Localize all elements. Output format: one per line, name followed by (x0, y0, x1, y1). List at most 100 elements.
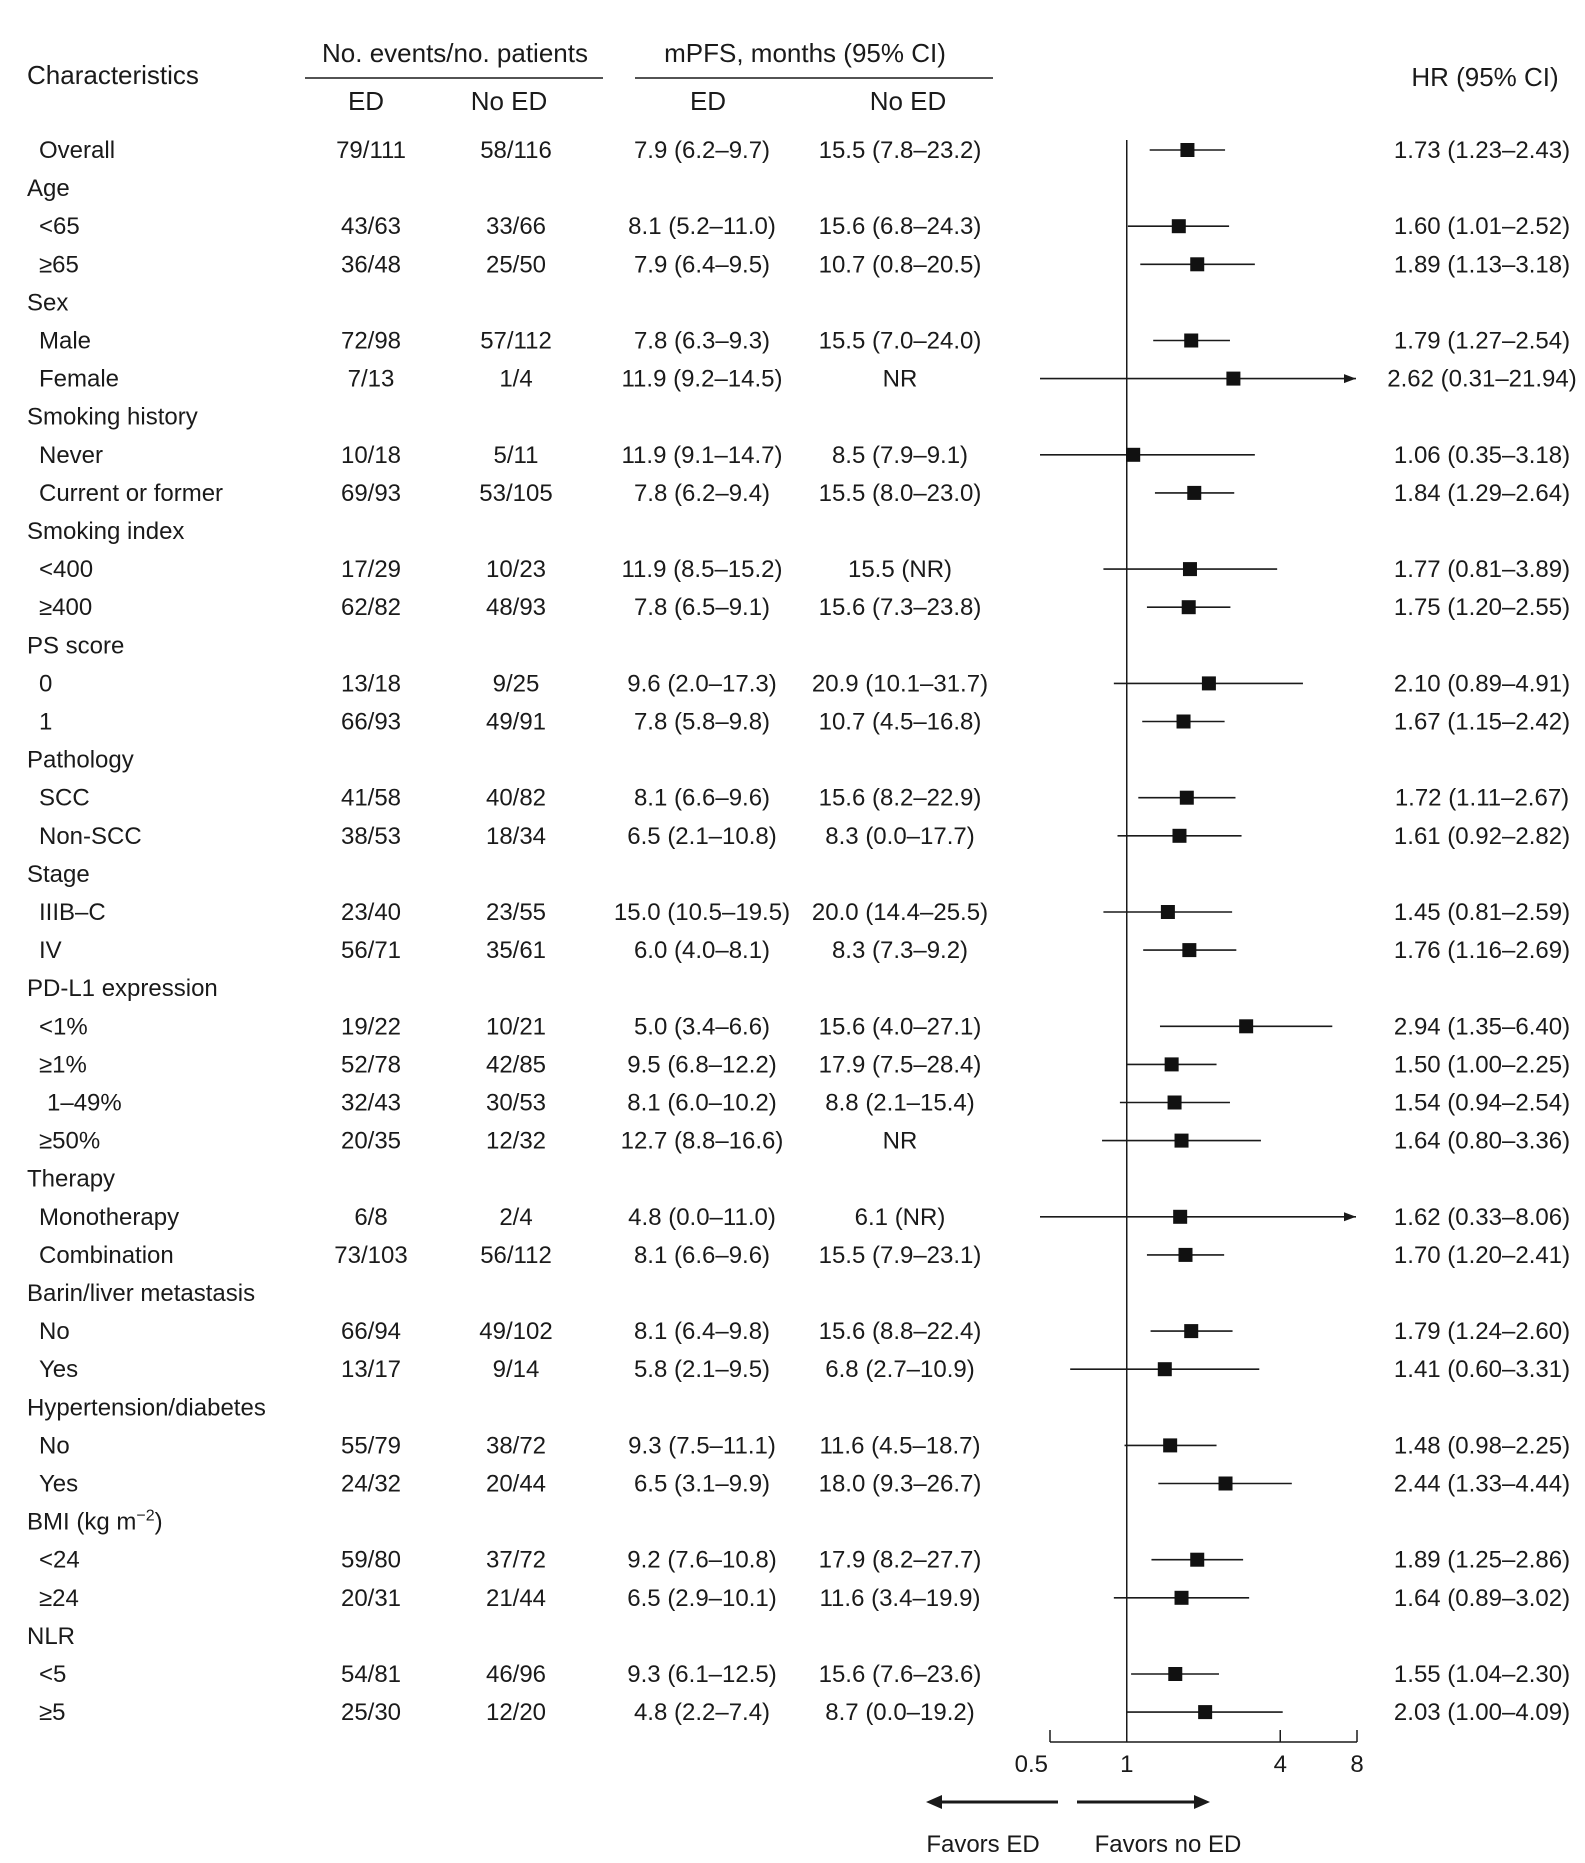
events-ed: 6/8 (354, 1204, 387, 1231)
section-header: PS score (27, 632, 124, 659)
mpfs-no-ed: 10.7 (0.8–20.5) (819, 251, 982, 278)
x-tick-label: 8 (1350, 1751, 1363, 1778)
table-row: ≥1% 52/78 42/85 9.5 (6.8–12.2) 17.9 (7.5–28.… (39, 1051, 1570, 1078)
mpfs-ed: 8.1 (6.6–9.6) (634, 1242, 770, 1269)
x-tick-label: 4 (1274, 1751, 1287, 1778)
hr-point (1179, 790, 1194, 805)
x-tick-label: 1 (1120, 1751, 1133, 1778)
events-no-ed: 35/61 (486, 937, 546, 964)
hr-ci: 1.50 (1.00–2.25) (1394, 1051, 1570, 1078)
hr-point (1168, 1667, 1183, 1681)
row-label: 1 (39, 709, 52, 736)
mpfs-ed: 7.8 (6.2–9.4) (634, 480, 770, 507)
hr-point (1226, 371, 1241, 386)
table-row: No 55/79 38/72 9.3 (7.5–11.1) 11.6 (4.5–18.7… (39, 1432, 1570, 1459)
hr-point (1176, 714, 1191, 729)
mpfs-ed: 8.1 (6.4–9.8) (634, 1318, 770, 1345)
hr-point (1181, 600, 1196, 615)
events-ed: 62/82 (341, 594, 401, 621)
events-ed: 66/94 (341, 1318, 401, 1345)
section-label-text: BMI (kg m (27, 1509, 136, 1536)
row-label: 0 (39, 670, 52, 697)
header-mpfs-ed: ED (690, 86, 726, 116)
row-label: Monotherapy (39, 1204, 179, 1231)
mpfs-no-ed: 15.6 (7.6–23.6) (819, 1661, 982, 1688)
hr-point (1157, 1362, 1172, 1377)
section-label: Smoking history (27, 404, 198, 431)
header-events-no-ed: No ED (471, 86, 548, 116)
hr-point (1178, 1247, 1193, 1262)
row-label: <1% (39, 1013, 88, 1040)
events-ed: 41/58 (341, 785, 401, 812)
events-no-ed: 58/116 (480, 137, 552, 164)
mpfs-no-ed: 11.6 (4.5–18.7) (819, 1432, 980, 1459)
hr-point (1167, 1095, 1182, 1110)
section-header: PD-L1 expression (27, 975, 218, 1002)
mpfs-no-ed: 20.0 (14.4–25.5) (812, 899, 988, 926)
events-ed: 59/80 (341, 1547, 401, 1574)
events-no-ed: 33/66 (486, 213, 546, 240)
section-header: Stage (27, 861, 90, 888)
events-no-ed: 23/55 (486, 899, 546, 926)
favors-ed-arrowhead (926, 1795, 942, 1809)
events-no-ed: 53/105 (479, 480, 552, 507)
ci-arrow (1344, 1212, 1356, 1222)
mpfs-no-ed: 10.7 (4.5–16.8) (819, 709, 982, 736)
mpfs-ed: 6.5 (2.9–10.1) (627, 1585, 776, 1612)
hr-ci: 1.67 (1.15–2.42) (1394, 709, 1570, 736)
events-ed: 73/103 (334, 1242, 407, 1269)
hr-point (1187, 485, 1202, 500)
section-label: Pathology (27, 747, 134, 774)
row-label: Overall (39, 137, 115, 164)
table-row: Yes 24/32 20/44 6.5 (3.1–9.9) 18.0 (9.3–26.7… (39, 1471, 1570, 1498)
table-row: ≥65 36/48 25/50 7.9 (6.4–9.5) 10.7 (0.8–20.5… (39, 251, 1570, 278)
row-label: <5 (39, 1661, 66, 1688)
hr-ci: 1.41 (0.60–3.31) (1394, 1356, 1570, 1383)
hr-ci: 1.77 (0.81–3.89) (1394, 556, 1570, 583)
events-ed: 19/22 (341, 1013, 401, 1040)
events-ed: 36/48 (341, 251, 401, 278)
table-row: ≥5 25/30 12/20 4.8 (2.2–7.4) 8.7 (0.0–19.2) 2… (39, 1699, 1570, 1726)
hr-ci: 1.06 (0.35–3.18) (1394, 442, 1570, 469)
row-label: ≥400 (39, 594, 92, 621)
section-label: BMI (kg m−2) (27, 1508, 163, 1536)
mpfs-no-ed: NR (883, 366, 918, 393)
table-row: Combination 73/103 56/112 8.1 (6.6–9.6) 15.5… (39, 1242, 1570, 1269)
section-label: Stage (27, 861, 90, 888)
hr-ci: 1.60 (1.01–2.52) (1394, 213, 1570, 240)
events-no-ed: 25/50 (486, 251, 546, 278)
mpfs-ed: 9.2 (7.6–10.8) (627, 1547, 776, 1574)
events-no-ed: 12/32 (486, 1128, 546, 1155)
mpfs-no-ed: 6.8 (2.7–10.9) (825, 1356, 974, 1383)
hr-point (1190, 1552, 1205, 1567)
mpfs-ed: 4.8 (0.0–11.0) (628, 1204, 776, 1231)
table-row: 1 66/93 49/91 7.8 (5.8–9.8) 10.7 (4.5–16.8) 1… (39, 709, 1570, 736)
mpfs-ed: 15.0 (10.5–19.5) (614, 899, 790, 926)
table-row: Current or former 69/93 53/105 7.8 (6.2–9.4… (39, 480, 1570, 507)
hr-ci: 1.48 (0.98–2.25) (1394, 1432, 1570, 1459)
hr-point (1201, 676, 1216, 691)
table-row: ≥50% 20/35 12/32 12.7 (8.8–16.6) NR 1.64 (0.8… (39, 1128, 1570, 1155)
table-row: Monotherapy 6/8 2/4 4.8 (0.0–11.0) 6.1 (NR) 1… (39, 1204, 1570, 1231)
events-ed: 23/40 (341, 899, 401, 926)
events-ed: 69/93 (341, 480, 401, 507)
events-ed: 52/78 (341, 1051, 401, 1078)
favors-ed-label: Favors ED (926, 1831, 1039, 1858)
events-no-ed: 9/25 (493, 670, 540, 697)
section-label: PS score (27, 632, 124, 659)
mpfs-ed: 9.3 (7.5–11.1) (628, 1432, 776, 1459)
events-ed: 24/32 (341, 1471, 401, 1498)
mpfs-no-ed: 15.5 (7.9–23.1) (819, 1242, 982, 1269)
hr-point (1198, 1705, 1213, 1720)
hr-ci: 1.61 (0.92–2.82) (1394, 823, 1570, 850)
events-ed: 43/63 (341, 213, 401, 240)
row-label: No (39, 1318, 70, 1345)
section-header: Hypertension/diabetes (27, 1394, 266, 1421)
section-label: Smoking index (27, 518, 184, 545)
events-no-ed: 9/14 (493, 1356, 540, 1383)
mpfs-no-ed: 6.1 (NR) (855, 1204, 946, 1231)
hr-ci: 2.94 (1.35–6.40) (1394, 1013, 1570, 1040)
hr-point (1190, 257, 1205, 272)
events-ed: 56/71 (341, 937, 401, 964)
